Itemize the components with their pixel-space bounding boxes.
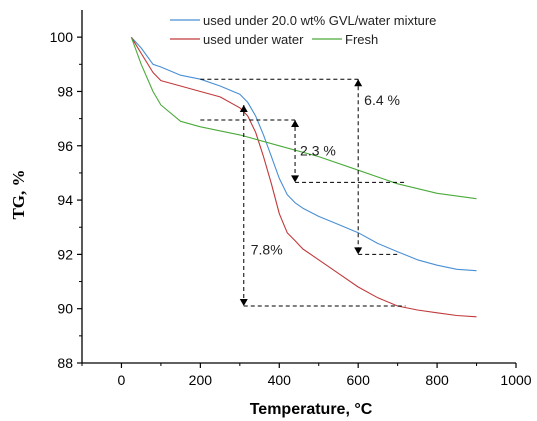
- y-tick-label: 92: [57, 246, 73, 262]
- series-line-1: [130, 36, 477, 272]
- y-tick-label: 90: [57, 301, 73, 317]
- series-layer: [130, 36, 477, 318]
- x-tick-label: 0: [118, 372, 126, 388]
- arrow-6-4-down: [354, 247, 363, 255]
- x-tick-label: 200: [189, 372, 213, 388]
- y-tick-label: 98: [57, 83, 73, 99]
- annotation-layer: 6.4 % 2.3 % 7.8%: [200, 78, 406, 307]
- annotation-label: 7.8%: [251, 241, 283, 257]
- series-line-3: [130, 37, 477, 200]
- y-tick-label: 94: [57, 192, 73, 208]
- x-tick-label: 400: [268, 372, 292, 388]
- y-axis-label: TG, %: [9, 169, 28, 219]
- legend: used under 20.0 wt% GVL/water mixture use…: [170, 13, 436, 47]
- annotation-label: 2.3 %: [300, 142, 336, 158]
- arrow-2-3-up: [291, 119, 300, 127]
- arrow-7-8-up: [239, 105, 248, 113]
- x-axis-label: Temperature, °C: [250, 401, 373, 418]
- x-tick-label: 1000: [500, 372, 531, 388]
- legend-label: used under water: [203, 32, 304, 47]
- x-tick-label: 800: [425, 372, 449, 388]
- x-tick-label: 600: [347, 372, 371, 388]
- arrow-6-4-up: [354, 79, 363, 87]
- annotation-label: 6.4 %: [364, 92, 400, 108]
- series-line-2: [130, 36, 477, 318]
- legend-label: used under 20.0 wt% GVL/water mixture: [203, 13, 436, 28]
- y-tick-label: 100: [50, 29, 74, 45]
- axes-layer: 0 200 400 600 800 1000 88 90 92 94 96 98 100: [50, 10, 532, 388]
- y-tick-label: 96: [57, 138, 73, 154]
- y-tick-label: 88: [57, 355, 73, 371]
- arrow-7-8-down: [239, 298, 248, 306]
- arrow-2-3-down: [291, 175, 300, 183]
- legend-label: Fresh: [345, 32, 378, 47]
